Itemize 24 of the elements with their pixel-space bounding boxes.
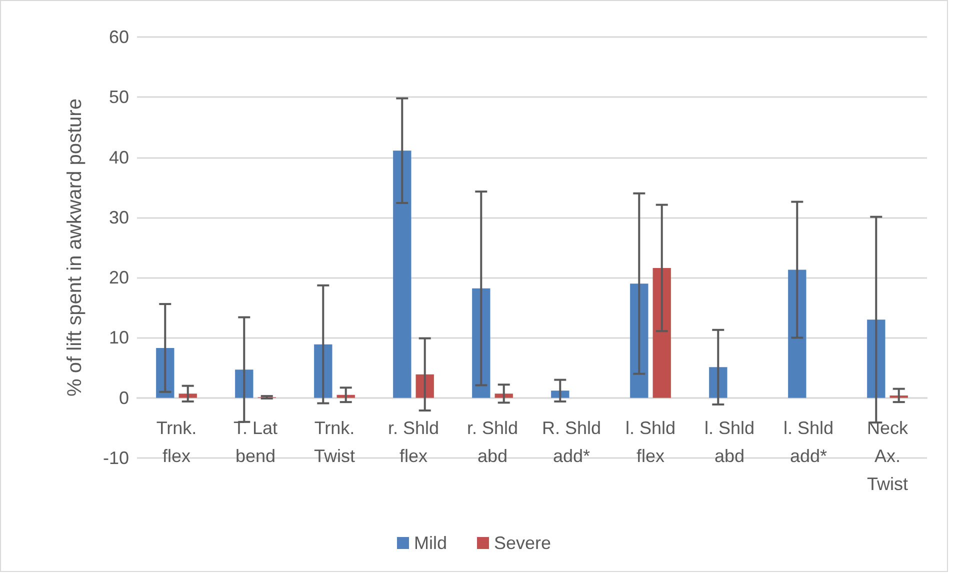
bar xyxy=(393,150,412,398)
x-tick-label: l. Shld add* xyxy=(783,418,834,466)
bar xyxy=(652,268,671,398)
x-tick-label: r. Shld flex xyxy=(388,418,440,466)
y-tick-label: 60 xyxy=(108,27,129,47)
x-tick-label: l. Shld abd xyxy=(704,418,755,466)
x-tick-label: l. Shld flex xyxy=(625,418,676,466)
y-tick-label: 10 xyxy=(108,328,129,348)
y-tick-label: 20 xyxy=(108,268,129,288)
x-tick-label: r. Shld abd xyxy=(466,418,518,466)
x-tick-label: R. Shld add* xyxy=(542,418,602,466)
x-tick-label: Trnk. flex xyxy=(156,418,197,466)
legend-label: Mild xyxy=(414,533,447,553)
y-tick-label: -10 xyxy=(102,448,129,468)
y-tick-label: 30 xyxy=(108,207,129,228)
y-tick-label: 40 xyxy=(108,147,129,168)
y-axis-title: % of lift spent in awkward posture xyxy=(64,98,86,396)
legend-label: Severe xyxy=(494,533,552,553)
bar xyxy=(788,270,806,398)
y-tick-label: 0 xyxy=(118,388,129,408)
x-tick-label: Neck Ax. Twist xyxy=(866,418,909,494)
bar xyxy=(630,284,648,398)
x-tick-label: Trnk. Twist xyxy=(314,418,356,466)
y-tick-label: 50 xyxy=(108,87,129,108)
